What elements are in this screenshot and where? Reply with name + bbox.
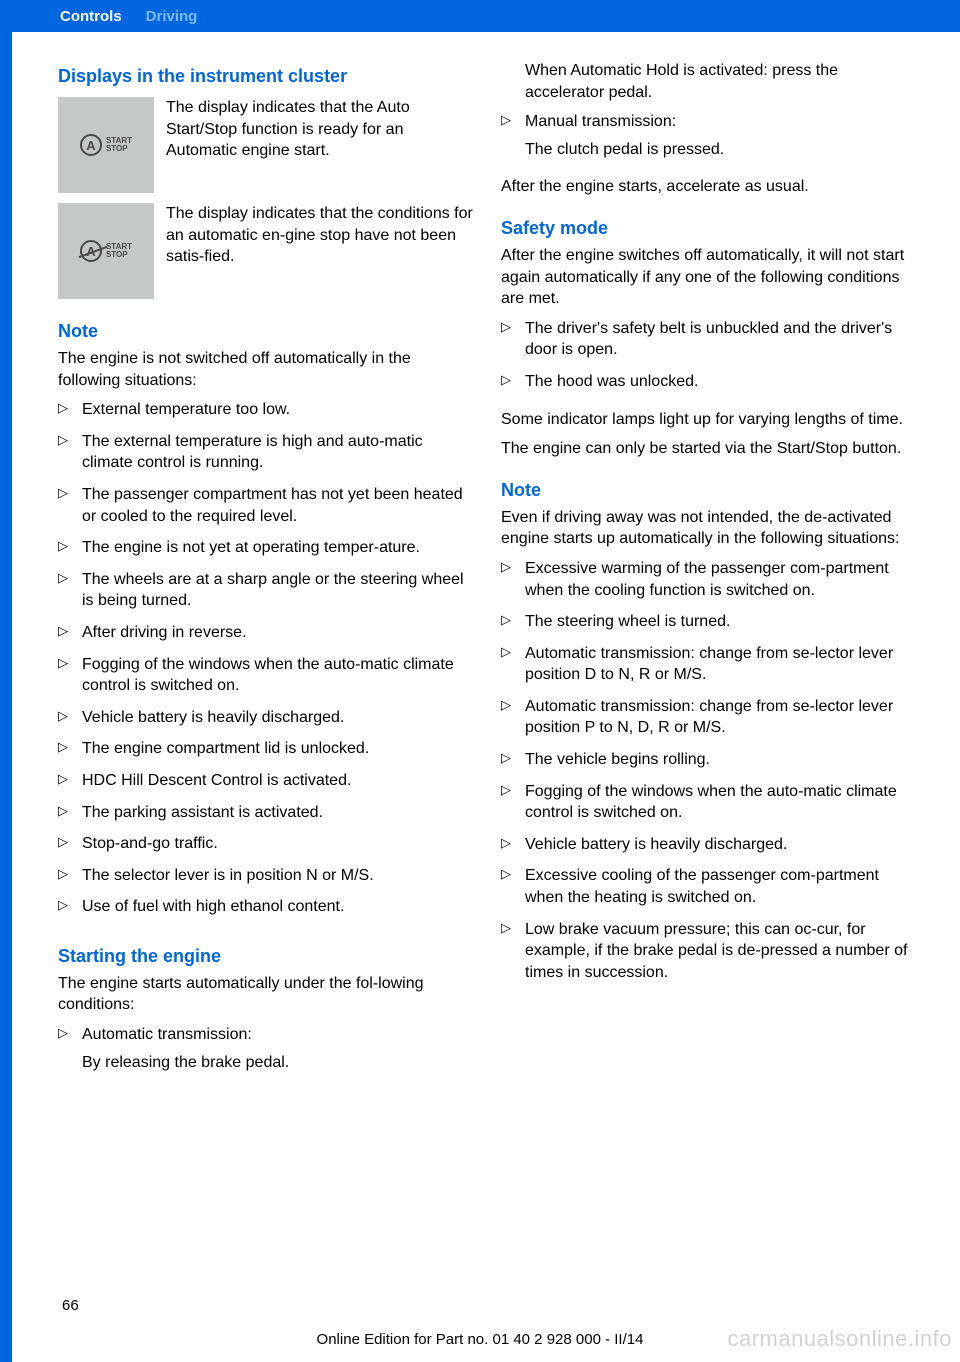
left-column: Displays in the instrument cluster A STA…: [58, 60, 477, 1272]
indicator-2-text: The display indicates that the condition…: [166, 203, 477, 299]
heading-note-2: Note: [501, 480, 920, 501]
list-item: The wheels are at a sharp angle or the s…: [58, 569, 477, 612]
content-area: Displays in the instrument cluster A STA…: [58, 60, 920, 1272]
list-item: Automatic transmission: change from se‐l…: [501, 643, 920, 686]
list-item: Fogging of the windows when the auto‐mat…: [58, 654, 477, 697]
list-item: After driving in reverse.: [58, 622, 477, 644]
watermark: carmanualsonline.info: [727, 1326, 952, 1352]
list-item: Excessive warming of the passenger com‐p…: [501, 558, 920, 601]
safety-p2: Some indicator lamps light up for varyin…: [501, 409, 920, 431]
starting-intro: The engine starts automatically under th…: [58, 973, 477, 1016]
starting-item-label: Automatic transmission:: [82, 1026, 252, 1043]
indicator-1-text: The display indicates that the Auto Star…: [166, 97, 477, 193]
hold-text: When Automatic Hold is activated: press …: [501, 60, 920, 103]
list-item: Manual transmission: The clutch pedal is…: [501, 111, 920, 160]
heading-safety-mode: Safety mode: [501, 218, 920, 239]
note-intro: The engine is not switched off automatic…: [58, 348, 477, 391]
indicator-row-2: A STARTSTOP The display indicates that t…: [58, 203, 477, 299]
list-item: The vehicle begins rolling.: [501, 749, 920, 771]
heading-starting-engine: Starting the engine: [58, 946, 477, 967]
list-item: The selector lever is in position N or M…: [58, 865, 477, 887]
starting-list: Automatic transmission: By releasing the…: [58, 1024, 477, 1083]
note2-list: Excessive warming of the passenger com‐p…: [501, 558, 920, 994]
list-item: Automatic transmission: By releasing the…: [58, 1024, 477, 1073]
list-item: The steering wheel is turned.: [501, 611, 920, 633]
list-item: External temperature too low.: [58, 399, 477, 421]
manual-list: Manual transmission: The clutch pedal is…: [501, 111, 920, 170]
note-list: External temperature too low. The extern…: [58, 399, 477, 928]
list-item: Fogging of the windows when the auto‐mat…: [501, 781, 920, 824]
list-item: Vehicle battery is heavily discharged.: [501, 834, 920, 856]
left-blue-strip: [0, 0, 12, 1362]
after-start: After the engine starts, accelerate as u…: [501, 176, 920, 198]
list-item: The external temperature is high and aut…: [58, 431, 477, 474]
header-bar: Controls Driving: [12, 0, 960, 32]
tab-controls: Controls: [60, 8, 122, 25]
safety-intro: After the engine switches off automatica…: [501, 245, 920, 310]
manual-sub: The clutch pedal is pressed.: [525, 139, 920, 161]
indicator-row-1: A STARTSTOP The display indicates that t…: [58, 97, 477, 193]
start-stop-notready-icon: A STARTSTOP: [58, 203, 154, 299]
page-number: 66: [62, 1297, 79, 1314]
starting-item-sub: By releasing the brake pedal.: [82, 1052, 477, 1074]
note2-intro: Even if driving away was not intended, t…: [501, 507, 920, 550]
safety-list: The driver's safety belt is unbuckled an…: [501, 318, 920, 403]
right-column: When Automatic Hold is activated: press …: [501, 60, 920, 1272]
list-item: The hood was unlocked.: [501, 371, 920, 393]
tab-driving: Driving: [146, 8, 198, 25]
list-item: Use of fuel with high ethanol content.: [58, 896, 477, 918]
safety-p3: The engine can only be started via the S…: [501, 438, 920, 460]
start-stop-ready-icon: A STARTSTOP: [58, 97, 154, 193]
list-item: The engine is not yet at operating tempe…: [58, 537, 477, 559]
list-item: The driver's safety belt is unbuckled an…: [501, 318, 920, 361]
list-item: HDC Hill Descent Control is activated.: [58, 770, 477, 792]
manual-label: Manual transmission:: [525, 113, 676, 130]
list-item: The passenger compartment has not yet be…: [58, 484, 477, 527]
heading-note: Note: [58, 321, 477, 342]
list-item: Excessive cooling of the passenger com‐p…: [501, 865, 920, 908]
list-item: The engine compartment lid is unlocked.: [58, 738, 477, 760]
list-item: Vehicle battery is heavily discharged.: [58, 707, 477, 729]
list-item: Stop-and-go traffic.: [58, 833, 477, 855]
list-item: The parking assistant is activated.: [58, 802, 477, 824]
list-item: Automatic transmission: change from se‐l…: [501, 696, 920, 739]
heading-displays: Displays in the instrument cluster: [58, 66, 477, 87]
list-item: Low brake vacuum pressure; this can oc‐c…: [501, 919, 920, 984]
